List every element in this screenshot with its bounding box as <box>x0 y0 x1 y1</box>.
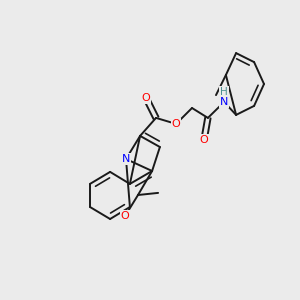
Text: O: O <box>142 93 151 103</box>
Text: O: O <box>121 211 130 221</box>
Text: O: O <box>172 119 181 129</box>
Text: H: H <box>220 86 228 97</box>
Text: N: N <box>220 97 228 107</box>
Text: O: O <box>200 135 208 145</box>
Text: N: N <box>122 154 130 164</box>
